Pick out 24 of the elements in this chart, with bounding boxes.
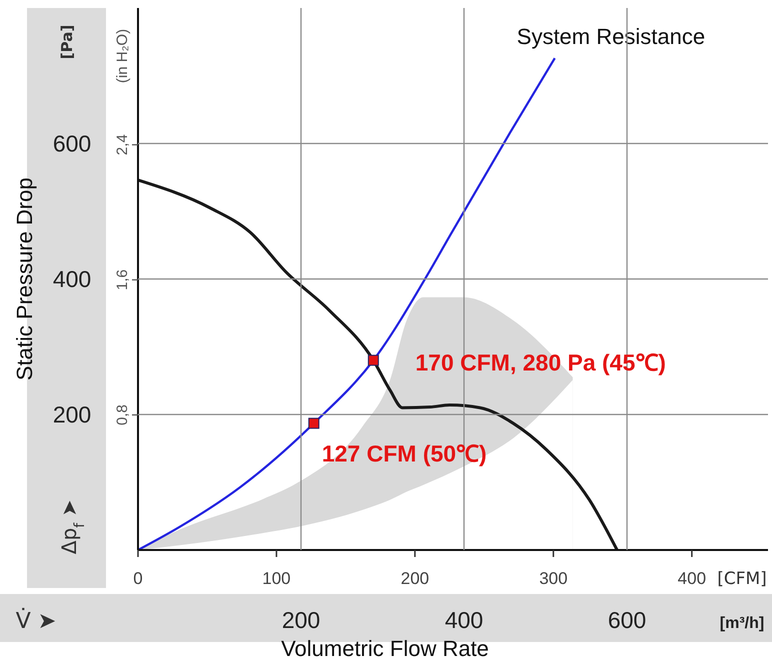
x2-tick-label: 400 (444, 607, 484, 633)
annotation: 170 CFM, 280 Pa (45℃) (415, 349, 666, 376)
y2-tick-label: 0,8 (114, 404, 131, 426)
x-tick-label: 0 (133, 569, 143, 588)
text: [CFM] (717, 569, 767, 589)
x-tick-label: 100 (262, 569, 291, 588)
text: [Pa] (58, 24, 76, 60)
text: V̇ ➤ (16, 606, 56, 634)
x-tick-label: 200 (400, 569, 430, 588)
y-tick-label: 400 (52, 266, 92, 292)
y-tick-label: 200 (52, 402, 92, 428)
x2-tick-label: 200 (282, 607, 320, 633)
y2-tick-label: 2,4 (114, 134, 131, 156)
x2-axis-title: [m³/h] (720, 615, 764, 632)
x-tick-label: 300 (539, 569, 568, 588)
x2-tick-label: 600 (608, 607, 646, 633)
series-label: System Resistance (516, 24, 706, 50)
y-axis-title: Static Pressure Drop (12, 178, 37, 380)
y-tick-label: 600 (52, 130, 92, 156)
y2-tick-label: 1,6 (114, 269, 131, 290)
x-axis-title: Volumetric Flow Rate (281, 636, 489, 661)
annotation: 127 CFM (50℃) (322, 440, 487, 466)
y2-axis-title: (in H₂O) (114, 28, 131, 84)
x-tick-label: 400 (678, 569, 706, 588)
